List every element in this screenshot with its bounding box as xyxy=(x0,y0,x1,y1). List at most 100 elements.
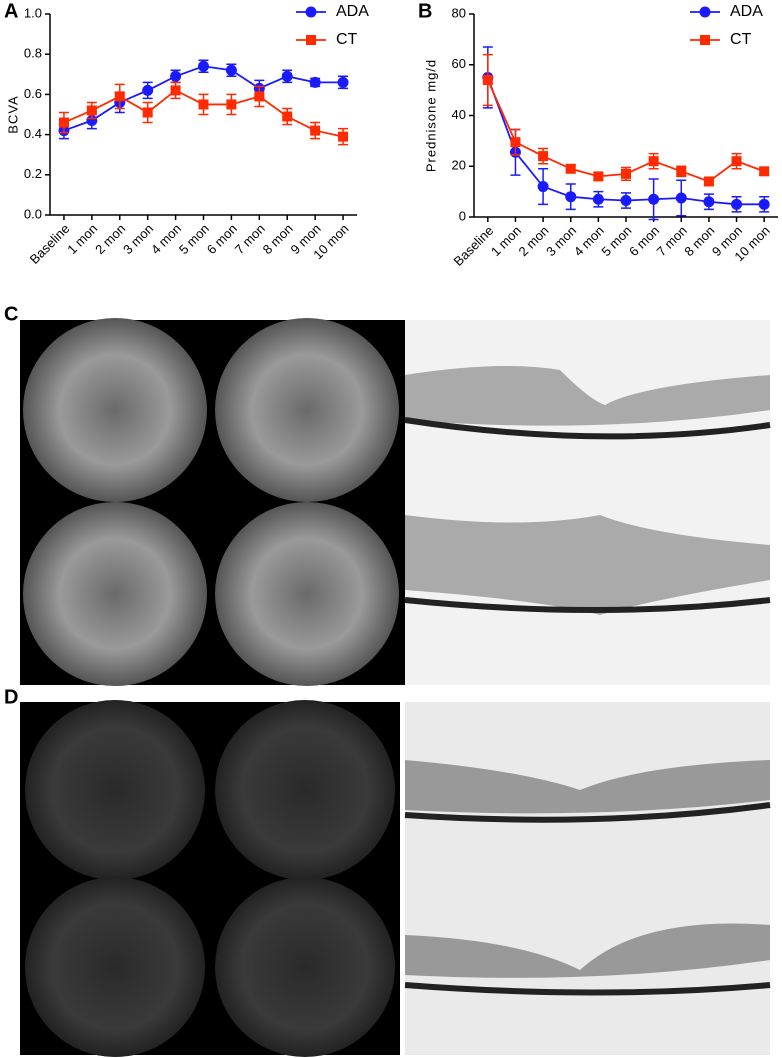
x-tick-label: 1 mon xyxy=(64,221,100,257)
marker xyxy=(142,107,153,118)
marker xyxy=(620,195,632,207)
fundus-image xyxy=(25,877,205,1057)
oct-layer xyxy=(404,597,771,613)
marker xyxy=(306,35,316,45)
marker xyxy=(225,64,237,76)
fundus-image xyxy=(215,700,395,880)
x-tick-label: 4 mon xyxy=(571,223,607,259)
marker xyxy=(198,60,209,72)
y-tick-label: 60 xyxy=(452,56,466,71)
x-tick-label: 8 mon xyxy=(681,223,717,259)
marker xyxy=(538,151,549,162)
marker xyxy=(170,70,182,82)
fundus-image xyxy=(215,502,399,686)
panel-c-images xyxy=(20,318,771,686)
panel-label: B xyxy=(418,0,432,22)
marker xyxy=(703,176,714,187)
x-tick-label: 8 mon xyxy=(260,221,296,257)
marker xyxy=(700,35,710,45)
marker xyxy=(621,168,631,179)
x-tick-label: 2 mon xyxy=(515,223,551,259)
y-tick-label: 0.8 xyxy=(24,46,42,61)
marker xyxy=(337,76,349,88)
marker xyxy=(593,171,604,182)
marker xyxy=(731,156,742,167)
legend-label: CT xyxy=(730,31,752,48)
marker xyxy=(114,91,125,102)
marker xyxy=(142,84,154,96)
y-tick-label: 40 xyxy=(452,107,466,122)
marker xyxy=(482,74,493,85)
x-tick-label: 5 mon xyxy=(176,221,212,257)
marker xyxy=(226,99,237,110)
marker xyxy=(305,6,317,18)
legend-label: CT xyxy=(336,31,358,48)
legend-label: ADA xyxy=(336,3,369,20)
fundus-image xyxy=(215,877,395,1057)
oct-layer xyxy=(404,802,771,823)
x-tick-label: 7 mon xyxy=(232,221,268,257)
fundus-image xyxy=(25,700,205,880)
y-tick-label: 0.6 xyxy=(24,86,42,101)
marker xyxy=(58,117,69,128)
x-tick-label: 7 mon xyxy=(654,223,690,259)
marker xyxy=(648,193,660,205)
marker xyxy=(731,198,743,210)
line xyxy=(486,79,765,183)
panel-label: C xyxy=(4,303,18,325)
marker xyxy=(310,125,321,136)
fundus-image xyxy=(23,502,207,686)
legend-label: ADA xyxy=(730,3,763,20)
marker xyxy=(699,6,711,18)
x-tick-label: 3 mon xyxy=(120,221,156,257)
x-tick-label: 4 mon xyxy=(148,221,184,257)
fundus-image xyxy=(215,318,399,502)
series xyxy=(482,46,770,221)
marker xyxy=(170,85,181,96)
x-tick-label: 3 mon xyxy=(543,223,579,259)
marker xyxy=(675,192,687,204)
y-tick-label: 0.4 xyxy=(24,126,42,141)
x-tick-label: 6 mon xyxy=(626,223,662,259)
y-tick-label: 80 xyxy=(452,5,466,20)
marker xyxy=(537,181,549,193)
y-tick-label: 0.2 xyxy=(24,166,42,181)
marker xyxy=(309,76,321,88)
line xyxy=(486,77,765,206)
x-tick-label: 6 mon xyxy=(204,221,240,257)
marker xyxy=(648,156,659,167)
marker xyxy=(281,70,293,82)
x-tick-label: 2 mon xyxy=(92,221,128,257)
oct-layer xyxy=(405,515,770,615)
series xyxy=(482,53,770,187)
marker xyxy=(758,198,770,210)
y-axis-label: Prednisone mg/d xyxy=(423,59,438,172)
oct-layer xyxy=(405,366,770,426)
marker xyxy=(254,91,265,102)
marker xyxy=(703,196,715,208)
y-axis-label: BCVA xyxy=(5,95,20,133)
oct-layer xyxy=(405,760,770,814)
marker xyxy=(282,111,293,122)
panel-label: A xyxy=(4,0,18,22)
y-tick-label: 0.0 xyxy=(24,206,42,221)
oct-layer xyxy=(404,982,771,996)
marker xyxy=(565,163,576,174)
marker xyxy=(338,131,349,142)
panel-d-images xyxy=(20,700,771,1057)
marker xyxy=(592,193,604,205)
oct-layer xyxy=(405,923,770,978)
marker xyxy=(510,137,521,148)
fundus-image xyxy=(23,318,207,502)
y-tick-label: 1.0 xyxy=(24,5,42,20)
marker xyxy=(86,105,97,116)
x-tick-label: 5 mon xyxy=(598,223,634,259)
marker xyxy=(759,166,770,177)
marker xyxy=(565,191,577,203)
x-tick-label: 1 mon xyxy=(488,223,524,259)
y-tick-label: 0 xyxy=(459,208,466,223)
series xyxy=(58,81,349,146)
panel-label: D xyxy=(4,686,18,708)
oct-layer xyxy=(404,417,771,440)
